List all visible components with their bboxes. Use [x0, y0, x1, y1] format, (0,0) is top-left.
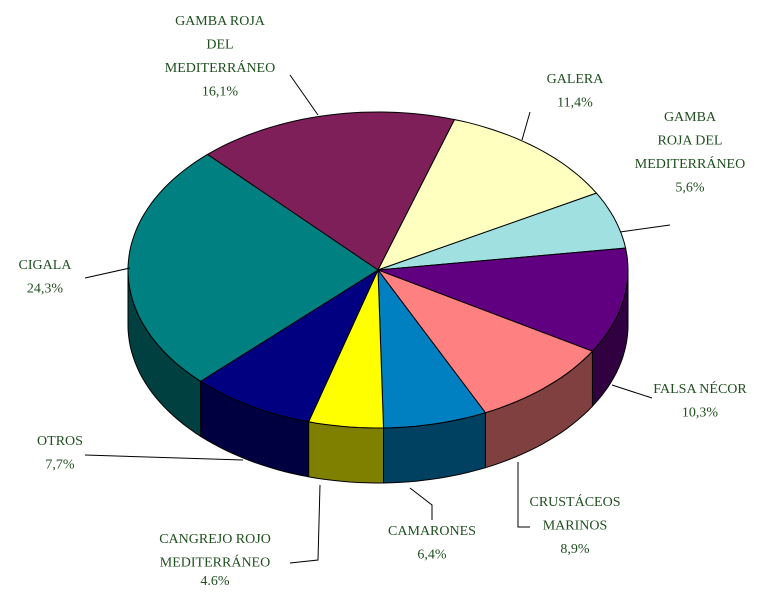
slice-label: CANGREJO ROJO — [159, 532, 271, 547]
slice-label: ROJA DEL — [658, 134, 723, 149]
value-label: 8,9% — [560, 542, 590, 557]
slice — [377, 268, 487, 429]
slice — [377, 192, 627, 271]
slice — [206, 111, 456, 271]
leader-line — [289, 484, 321, 564]
slice-label: MEDITERRÁNEO — [635, 155, 745, 172]
slice-label: CIGALA — [19, 258, 73, 273]
slice-label: MEDITERRÁNEO — [160, 554, 270, 571]
leader-line — [409, 487, 433, 520]
value-label: 11,4% — [557, 96, 593, 111]
slice-label: CAMARONES — [388, 524, 476, 539]
slice-label: OTROS — [37, 434, 83, 449]
leader-line — [611, 384, 653, 399]
leader-line — [521, 111, 531, 141]
slice-label: MEDITERRÁNEO — [165, 59, 275, 76]
slice — [127, 153, 379, 382]
slice — [376, 268, 594, 414]
leader-line — [84, 267, 131, 279]
slice — [377, 247, 629, 352]
slice — [307, 269, 385, 429]
slice-label: GAMBA — [664, 110, 717, 125]
value-label: 16,1% — [202, 85, 239, 100]
slice — [199, 268, 380, 423]
value-label: 7,7% — [45, 458, 75, 473]
slice-label: GALERA — [547, 72, 605, 87]
slice-label: MARINOS — [543, 519, 608, 534]
slice-side — [308, 421, 384, 484]
value-label: 10,3% — [682, 406, 719, 421]
slice — [376, 119, 598, 271]
slice-label: CRUSTÁCEOS — [529, 493, 620, 510]
leader-line — [289, 74, 319, 116]
leader-line — [619, 224, 671, 233]
value-label: 6,4% — [417, 548, 447, 563]
value-label: 5,6% — [675, 181, 705, 196]
value-label: 24,3% — [27, 282, 64, 297]
slice-label: GAMBA ROJA — [175, 14, 266, 29]
leader-line — [84, 454, 244, 461]
leader-line — [517, 462, 530, 528]
value-label: 4.6% — [200, 574, 230, 589]
slice-label: DEL — [206, 38, 233, 53]
slice-label: FALSA NÉCOR — [653, 380, 747, 397]
